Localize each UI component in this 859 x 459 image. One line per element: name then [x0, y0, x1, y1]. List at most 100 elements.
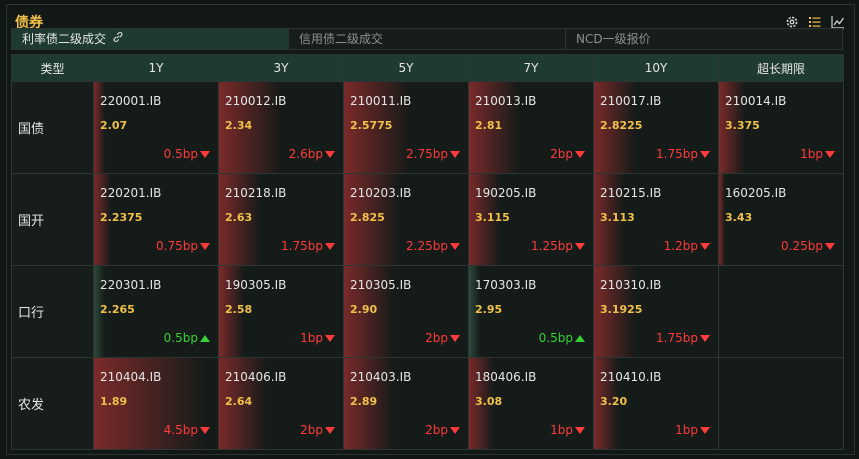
row-label: 国债: [11, 81, 94, 174]
list-icon[interactable]: [806, 13, 823, 30]
bond-cell[interactable]: 220001.IB 2.07 0.5bp: [93, 81, 219, 174]
bond-code: 190205.IB: [475, 186, 537, 200]
change-value: 0.75bp: [156, 239, 198, 253]
empty-cell: [718, 265, 844, 358]
change-value: 1.75bp: [281, 239, 323, 253]
change-value: 2bp: [425, 423, 448, 437]
link-icon[interactable]: [112, 29, 124, 49]
bond-code: 210203.IB: [350, 186, 412, 200]
bond-code: 210017.IB: [600, 94, 662, 108]
bond-cell[interactable]: 210012.IB 2.34 2.6bp: [218, 81, 344, 174]
bond-change: 2bp: [425, 423, 460, 437]
bond-yield: 2.8225: [600, 119, 643, 132]
bond-cell[interactable]: 210215.IB 3.113 1.2bp: [593, 173, 719, 266]
bond-code: 210406.IB: [225, 370, 287, 384]
column-header-10y[interactable]: 10Y: [593, 54, 719, 82]
bond-change: 1bp: [300, 331, 335, 345]
change-value: 0.5bp: [538, 331, 573, 345]
bond-cell[interactable]: 210014.IB 3.375 1bp: [718, 81, 844, 174]
bond-change: 2.25bp: [406, 239, 460, 253]
triangle-down-icon: [450, 150, 460, 158]
bond-change: 1.75bp: [656, 331, 710, 345]
bond-change: 2.75bp: [406, 147, 460, 161]
bond-code: 210403.IB: [350, 370, 412, 384]
column-header-5y[interactable]: 5Y: [343, 54, 469, 82]
bond-cell[interactable]: 210017.IB 2.8225 1.75bp: [593, 81, 719, 174]
bond-change: 0.25bp: [781, 239, 835, 253]
bond-code: 210011.IB: [350, 94, 412, 108]
column-header-3y[interactable]: 3Y: [218, 54, 344, 82]
tab-ncd-primary-quote[interactable]: NCD一级报价: [566, 29, 842, 49]
bond-cell[interactable]: 170303.IB 2.95 0.5bp: [468, 265, 594, 358]
change-value: 2bp: [425, 331, 448, 345]
bond-cell[interactable]: 210403.IB 2.89 2bp: [343, 357, 469, 450]
bond-code: 220301.IB: [100, 278, 162, 292]
change-value: 1.25bp: [531, 239, 573, 253]
triangle-down-icon: [700, 150, 710, 158]
bond-change: 1.75bp: [656, 147, 710, 161]
bond-cell[interactable]: 210404.IB 1.89 4.5bp: [93, 357, 219, 450]
bond-cell[interactable]: 190205.IB 3.115 1.25bp: [468, 173, 594, 266]
bond-cell[interactable]: 210310.IB 3.1925 1.75bp: [593, 265, 719, 358]
bond-code: 210014.IB: [725, 94, 787, 108]
bond-yield: 2.89: [350, 395, 378, 408]
bond-yield: 3.1925: [600, 303, 643, 316]
bond-cell[interactable]: 210011.IB 2.5775 2.75bp: [343, 81, 469, 174]
bond-cell[interactable]: 210410.IB 3.20 1bp: [593, 357, 719, 450]
triangle-down-icon: [325, 242, 335, 250]
bond-code: 180406.IB: [475, 370, 537, 384]
bond-cell[interactable]: 160205.IB 3.43 0.25bp: [718, 173, 844, 266]
bond-yield: 2.63: [225, 211, 253, 224]
bond-yield: 3.08: [475, 395, 503, 408]
bond-cell[interactable]: 220201.IB 2.2375 0.75bp: [93, 173, 219, 266]
tab-rate-bond-secondary[interactable]: 利率债二级成交: [12, 29, 289, 49]
triangle-down-icon: [575, 426, 585, 434]
bond-cell[interactable]: 210203.IB 2.825 2.25bp: [343, 173, 469, 266]
bond-code: 220001.IB: [100, 94, 162, 108]
bond-cell[interactable]: 210406.IB 2.64 2bp: [218, 357, 344, 450]
column-header-7y[interactable]: 7Y: [468, 54, 594, 82]
triangle-down-icon: [325, 150, 335, 158]
table-row: 国债 220001.IB 2.07 0.5bp 210012.IB 2.34 2.6bp 21…: [11, 81, 844, 174]
bond-change: 0.5bp: [539, 331, 585, 345]
bond-cell[interactable]: 190305.IB 2.58 1bp: [218, 265, 344, 358]
line-chart-icon[interactable]: [829, 13, 846, 30]
change-value: 1.75bp: [656, 331, 698, 345]
header-row: 类型 1Y 3Y 5Y 7Y 10Y 超长期限: [11, 54, 844, 82]
column-header-1y[interactable]: 1Y: [93, 54, 219, 82]
panel-title: 债券: [15, 15, 43, 31]
row-label: 农发: [11, 357, 94, 450]
triangle-down-icon: [200, 426, 210, 434]
bond-yield: 2.07: [100, 119, 128, 132]
bond-cell[interactable]: 210305.IB 2.90 2bp: [343, 265, 469, 358]
bond-yield: 2.5775: [350, 119, 393, 132]
panel-header: 债券: [15, 10, 846, 34]
triangle-down-icon: [450, 426, 460, 434]
bond-change: 1.25bp: [531, 239, 585, 253]
tab-credit-bond-secondary[interactable]: 信用债二级成交: [289, 29, 566, 49]
column-header-type: 类型: [11, 54, 94, 82]
bond-yield: 1.89: [100, 395, 128, 408]
bond-change: 2bp: [300, 423, 335, 437]
change-value: 1bp: [675, 423, 698, 437]
bond-cell[interactable]: 220301.IB 2.265 0.5bp: [93, 265, 219, 358]
gear-icon[interactable]: [783, 13, 800, 30]
bond-cell[interactable]: 210013.IB 2.81 2bp: [468, 81, 594, 174]
triangle-down-icon: [200, 150, 210, 158]
bond-code: 210410.IB: [600, 370, 662, 384]
triangle-up-icon: [200, 334, 210, 342]
triangle-down-icon: [450, 242, 460, 250]
bond-cell[interactable]: 210218.IB 2.63 1.75bp: [218, 173, 344, 266]
empty-cell: [718, 357, 844, 450]
triangle-down-icon: [325, 426, 335, 434]
triangle-down-icon: [825, 150, 835, 158]
bond-yield: 2.58: [225, 303, 253, 316]
change-value: 0.25bp: [781, 239, 823, 253]
toolbar: [783, 13, 846, 30]
tab-label: NCD一级报价: [576, 32, 651, 46]
bond-code: 210404.IB: [100, 370, 162, 384]
column-header-ultra-long[interactable]: 超长期限: [718, 54, 844, 82]
bond-yield: 3.43: [725, 211, 753, 224]
bond-cell[interactable]: 180406.IB 3.08 1bp: [468, 357, 594, 450]
bond-yield: 2.81: [475, 119, 503, 132]
